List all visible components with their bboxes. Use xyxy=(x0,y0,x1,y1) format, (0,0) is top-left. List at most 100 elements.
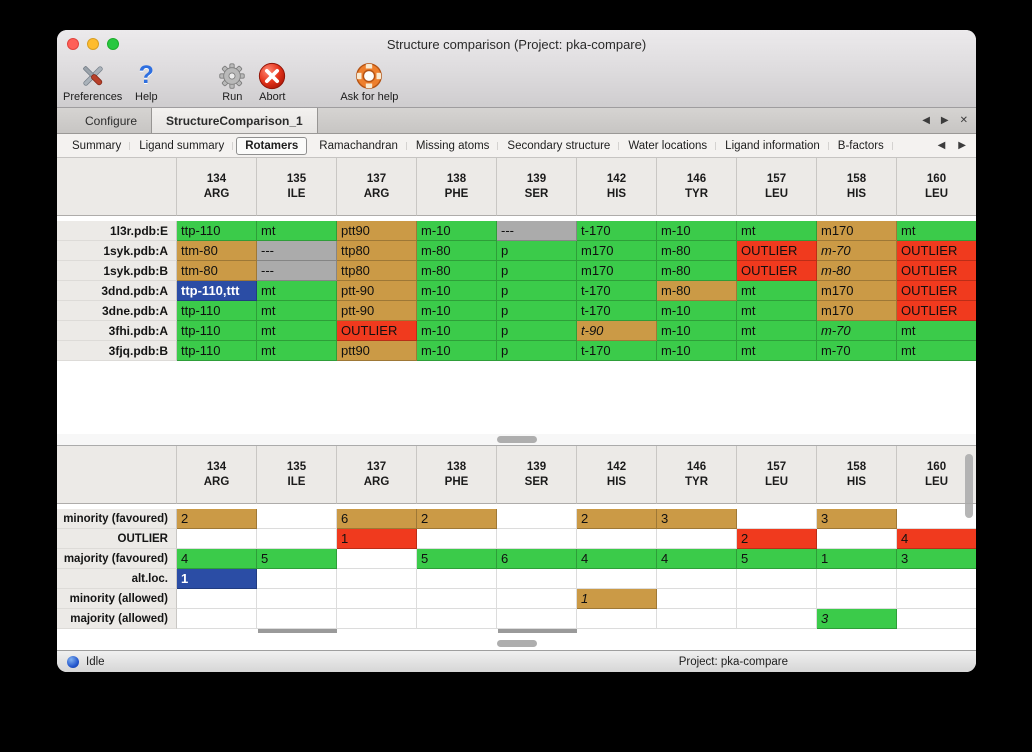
data-cell[interactable]: m-70 xyxy=(817,321,897,341)
data-cell[interactable]: mt xyxy=(897,321,976,341)
data-cell[interactable]: m-10 xyxy=(657,321,737,341)
data-cell[interactable]: p xyxy=(497,281,577,301)
data-cell[interactable] xyxy=(337,569,417,589)
data-cell[interactable] xyxy=(817,569,897,589)
data-cell[interactable] xyxy=(657,609,737,629)
data-cell[interactable]: 2 xyxy=(417,509,497,529)
data-cell[interactable] xyxy=(657,589,737,609)
row-label-1l3r-pdb-e[interactable]: 1l3r.pdb:E xyxy=(57,221,177,241)
data-cell[interactable] xyxy=(897,609,976,629)
data-cell[interactable] xyxy=(577,569,657,589)
data-cell[interactable]: 4 xyxy=(177,549,257,569)
data-cell[interactable] xyxy=(737,569,817,589)
data-cell[interactable]: ttp-110,ttt xyxy=(177,281,257,301)
data-cell[interactable]: ptt90 xyxy=(337,341,417,361)
subtab-secondary-structure[interactable]: Secondary structure xyxy=(498,137,620,155)
data-cell[interactable] xyxy=(817,589,897,609)
ask-for-help-button[interactable]: Ask for help xyxy=(340,60,398,103)
data-cell[interactable] xyxy=(737,509,817,529)
data-cell[interactable]: m170 xyxy=(817,301,897,321)
data-cell[interactable] xyxy=(497,509,577,529)
zoom-window-button[interactable] xyxy=(107,38,119,50)
tab-back-icon[interactable]: ◀ xyxy=(922,115,930,126)
data-cell[interactable]: mt xyxy=(737,281,817,301)
column-header-134[interactable]: 134 ARG xyxy=(177,158,257,216)
data-cell[interactable] xyxy=(257,529,337,549)
column-header-158[interactable]: 158 HIS xyxy=(817,158,897,216)
data-cell[interactable] xyxy=(577,609,657,629)
data-cell[interactable]: m-10 xyxy=(417,301,497,321)
data-cell[interactable]: 2 xyxy=(177,509,257,529)
data-cell[interactable]: ttp80 xyxy=(337,241,417,261)
data-cell[interactable] xyxy=(497,569,577,589)
data-cell[interactable]: 3 xyxy=(657,509,737,529)
data-cell[interactable]: m-70 xyxy=(817,241,897,261)
data-cell[interactable]: m-80 xyxy=(817,261,897,281)
subtab-ligand-summary[interactable]: Ligand summary xyxy=(130,137,234,155)
data-cell[interactable] xyxy=(897,589,976,609)
data-cell[interactable] xyxy=(337,549,417,569)
row-label-3dnd-pdb-a[interactable]: 3dnd.pdb:A xyxy=(57,281,177,301)
data-cell[interactable]: t-170 xyxy=(577,281,657,301)
column-header-146[interactable]: 146 TYR xyxy=(657,446,737,504)
data-cell[interactable] xyxy=(177,609,257,629)
data-cell[interactable]: 2 xyxy=(737,529,817,549)
data-cell[interactable]: m-10 xyxy=(657,301,737,321)
subtab-water-locations[interactable]: Water locations xyxy=(619,137,717,155)
subtab-ramachandran[interactable]: Ramachandran xyxy=(310,137,407,155)
data-cell[interactable]: 4 xyxy=(897,529,976,549)
row-label-outlier[interactable]: OUTLIER xyxy=(57,529,177,549)
data-cell[interactable]: mt xyxy=(737,301,817,321)
column-header-139[interactable]: 139 SER xyxy=(497,446,577,504)
data-cell[interactable]: m-10 xyxy=(417,341,497,361)
data-cell[interactable]: m-70 xyxy=(817,341,897,361)
data-cell[interactable]: p xyxy=(497,341,577,361)
column-header-135[interactable]: 135 ILE xyxy=(257,446,337,504)
data-cell[interactable]: mt xyxy=(737,341,817,361)
data-cell[interactable]: mt xyxy=(737,321,817,341)
row-label-3fhi-pdb-a[interactable]: 3fhi.pdb:A xyxy=(57,321,177,341)
subtab-forward-icon[interactable]: ▶ xyxy=(958,140,966,151)
data-cell[interactable]: m170 xyxy=(817,281,897,301)
tab-structurecomparison-1[interactable]: StructureComparison_1 xyxy=(151,108,318,133)
data-cell[interactable]: ptt-90 xyxy=(337,301,417,321)
data-cell[interactable]: mt xyxy=(257,221,337,241)
data-cell[interactable] xyxy=(897,509,976,529)
data-cell[interactable] xyxy=(337,609,417,629)
subtab-missing-atoms[interactable]: Missing atoms xyxy=(407,137,499,155)
data-cell[interactable] xyxy=(337,589,417,609)
data-cell[interactable] xyxy=(577,529,657,549)
row-label-majority-favoured[interactable]: majority (favoured) xyxy=(57,549,177,569)
data-cell[interactable] xyxy=(417,569,497,589)
data-cell[interactable]: m-80 xyxy=(657,281,737,301)
column-header-160[interactable]: 160 LEU xyxy=(897,158,976,216)
data-cell[interactable] xyxy=(817,529,897,549)
data-cell[interactable]: 1 xyxy=(337,529,417,549)
subtab-rotamers[interactable]: Rotamers xyxy=(236,136,308,155)
data-cell[interactable] xyxy=(897,569,976,589)
subtab-back-icon[interactable]: ◀ xyxy=(937,140,946,151)
data-cell[interactable]: p xyxy=(497,321,577,341)
data-cell[interactable]: OUTLIER xyxy=(337,321,417,341)
data-cell[interactable]: ttp-110 xyxy=(177,321,257,341)
column-header-135[interactable]: 135 ILE xyxy=(257,158,337,216)
data-cell[interactable]: t-170 xyxy=(577,301,657,321)
data-cell[interactable]: OUTLIER xyxy=(897,261,976,281)
row-label-3dne-pdb-a[interactable]: 3dne.pdb:A xyxy=(57,301,177,321)
data-cell[interactable]: OUTLIER xyxy=(897,301,976,321)
data-cell[interactable]: t-170 xyxy=(577,221,657,241)
column-header-138[interactable]: 138 PHE xyxy=(417,446,497,504)
preferences-button[interactable]: Preferences xyxy=(63,60,122,103)
data-cell[interactable] xyxy=(417,529,497,549)
data-cell[interactable] xyxy=(257,609,337,629)
vertical-scrollbar[interactable] xyxy=(965,454,973,518)
row-label-3fjq-pdb-b[interactable]: 3fjq.pdb:B xyxy=(57,341,177,361)
data-cell[interactable]: mt xyxy=(257,321,337,341)
data-cell[interactable]: OUTLIER xyxy=(737,261,817,281)
data-cell[interactable]: 6 xyxy=(337,509,417,529)
data-cell[interactable] xyxy=(257,589,337,609)
data-cell[interactable]: p xyxy=(497,261,577,281)
column-header-142[interactable]: 142 HIS xyxy=(577,158,657,216)
data-cell[interactable]: 4 xyxy=(577,549,657,569)
data-cell[interactable]: 3 xyxy=(897,549,976,569)
